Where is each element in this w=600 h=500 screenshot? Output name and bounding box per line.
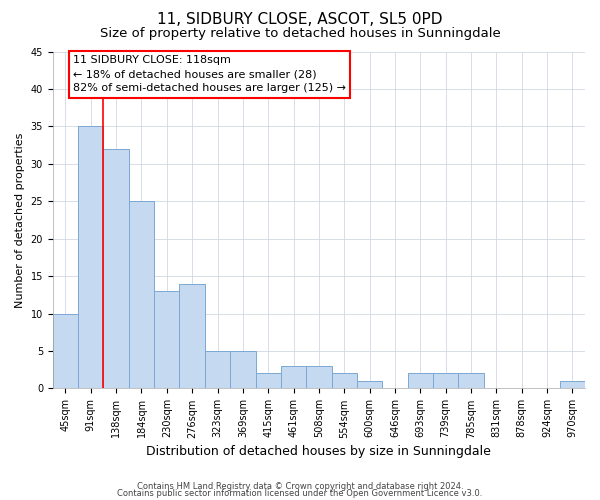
Text: Size of property relative to detached houses in Sunningdale: Size of property relative to detached ho… xyxy=(100,28,500,40)
Bar xyxy=(357,381,382,388)
Bar xyxy=(306,366,332,388)
Text: Contains public sector information licensed under the Open Government Licence v3: Contains public sector information licen… xyxy=(118,489,482,498)
Bar xyxy=(458,374,484,388)
Bar xyxy=(53,314,78,388)
X-axis label: Distribution of detached houses by size in Sunningdale: Distribution of detached houses by size … xyxy=(146,444,491,458)
Text: 11, SIDBURY CLOSE, ASCOT, SL5 0PD: 11, SIDBURY CLOSE, ASCOT, SL5 0PD xyxy=(157,12,443,28)
Bar xyxy=(230,351,256,389)
Bar xyxy=(332,374,357,388)
Bar xyxy=(154,291,179,388)
Bar xyxy=(433,374,458,388)
Bar xyxy=(407,374,433,388)
Bar xyxy=(103,149,129,388)
Bar xyxy=(560,381,585,388)
Bar xyxy=(205,351,230,389)
Bar xyxy=(179,284,205,389)
Bar xyxy=(129,202,154,388)
Bar xyxy=(256,374,281,388)
Y-axis label: Number of detached properties: Number of detached properties xyxy=(15,132,25,308)
Text: Contains HM Land Registry data © Crown copyright and database right 2024.: Contains HM Land Registry data © Crown c… xyxy=(137,482,463,491)
Text: 11 SIDBURY CLOSE: 118sqm
← 18% of detached houses are smaller (28)
82% of semi-d: 11 SIDBURY CLOSE: 118sqm ← 18% of detach… xyxy=(73,55,346,93)
Bar xyxy=(78,126,103,388)
Bar xyxy=(281,366,306,388)
